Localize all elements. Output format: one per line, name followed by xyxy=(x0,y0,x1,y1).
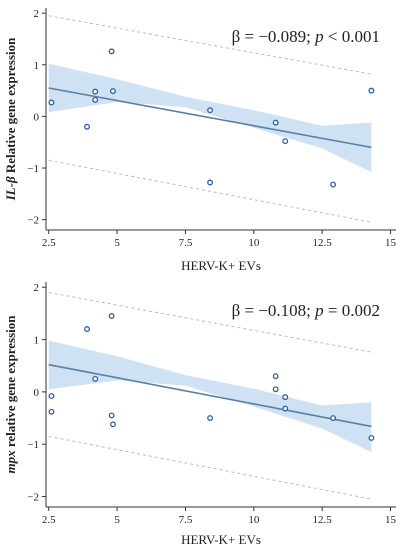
x-tick-label-3: 10 xyxy=(248,237,260,249)
data-point-0 xyxy=(48,99,55,106)
x-tick-label-1: 5 xyxy=(114,237,120,249)
y-axis-label-gene: IL-β xyxy=(3,176,18,201)
data-point-8 xyxy=(272,373,279,380)
data-point-5 xyxy=(108,412,115,419)
data-point-13 xyxy=(368,434,375,441)
data-point-2 xyxy=(92,88,99,95)
x-tick-label-1: 5 xyxy=(114,514,120,526)
y-axis-label-rest: relative gene expression xyxy=(3,315,18,451)
data-point-11 xyxy=(282,405,289,412)
stats-annotation-value: = 0.002 xyxy=(324,301,380,320)
panel-il-beta: 2.5 5 7.5 10 12.5 15 −2 −1 0 1 2 HERV-K+ EVs IL-β Re… xyxy=(3,8,397,273)
data-point-8 xyxy=(272,119,279,126)
data-point-4 xyxy=(108,48,115,55)
y-tick-label-1: −1 xyxy=(27,163,39,175)
y-tick-label-4: 2 xyxy=(34,8,40,20)
y-tick-label-0: −2 xyxy=(27,492,39,504)
y-axis-label: mpx relative gene expression xyxy=(3,315,18,474)
data-point-3 xyxy=(92,375,99,382)
y-tick-label-4: 2 xyxy=(34,282,40,294)
data-point-11 xyxy=(368,87,375,94)
y-tick-label-1: −1 xyxy=(27,439,39,451)
x-axis-label: HERV-K+ EVs xyxy=(181,258,261,273)
data-point-6 xyxy=(110,421,116,428)
regression-line xyxy=(48,363,372,428)
data-point-7 xyxy=(207,415,214,421)
x-tick-label-4: 12.5 xyxy=(313,237,333,249)
data-point-5 xyxy=(110,88,116,95)
stats-annotation-beta: β = −0.089; xyxy=(232,27,316,46)
y-axis-label-gene: mpx xyxy=(3,450,18,474)
y-tick-label-3: 1 xyxy=(34,60,40,72)
confidence-band xyxy=(48,340,372,453)
regression-line xyxy=(48,87,372,149)
y-tick-label-2: 0 xyxy=(34,111,40,123)
data-point-0 xyxy=(48,393,55,400)
data-point-12 xyxy=(330,415,337,421)
prediction-band-upper xyxy=(48,291,372,353)
x-tick-label-0: 2.5 xyxy=(42,237,56,249)
x-tick-label-2: 7.5 xyxy=(179,237,193,249)
stats-annotation-beta: β = −0.108; xyxy=(232,301,316,320)
data-point-9 xyxy=(272,386,279,393)
data-point-10 xyxy=(330,181,337,188)
y-axis-label: IL-β Relative gene expression xyxy=(3,37,18,202)
stats-annotation: β = −0.108; p = 0.002 xyxy=(232,301,380,320)
data-point-10 xyxy=(282,394,289,401)
stats-annotation: β = −0.089; p < 0.001 xyxy=(232,27,380,46)
prediction-band-lower xyxy=(48,435,372,500)
data-point-1 xyxy=(84,123,90,130)
data-point-2 xyxy=(84,326,90,333)
stats-annotation-p: p xyxy=(314,301,324,320)
stats-annotation-p: p xyxy=(314,27,324,46)
stats-annotation-value: < 0.001 xyxy=(324,27,380,46)
y-tick-label-3: 1 xyxy=(34,335,40,347)
x-tick-label-3: 10 xyxy=(248,514,260,526)
prediction-band-upper xyxy=(48,15,372,75)
data-point-6 xyxy=(207,107,214,114)
data-point-1 xyxy=(48,408,55,415)
x-tick-label-0: 2.5 xyxy=(42,514,56,526)
panel-mpx: 2.5 5 7.5 10 12.5 15 −2 −1 0 1 2 HERV-K+ EVs mpx rel… xyxy=(3,282,397,547)
y-axis-label-rest: Relative gene expression xyxy=(3,37,18,177)
confidence-band xyxy=(48,63,372,173)
y-tick-label-0: −2 xyxy=(27,215,39,227)
y-tick-label-2: 0 xyxy=(34,387,40,399)
x-tick-label-5: 15 xyxy=(385,237,397,249)
data-point-4 xyxy=(108,313,115,319)
x-tick-label-5: 15 xyxy=(385,514,397,526)
x-tick-label-4: 12.5 xyxy=(313,514,333,526)
data-point-9 xyxy=(282,138,289,145)
x-axis-label: HERV-K+ EVs xyxy=(181,532,261,547)
x-tick-label-2: 7.5 xyxy=(179,514,193,526)
data-point-7 xyxy=(207,179,214,186)
prediction-band-lower xyxy=(48,159,372,223)
data-point-3 xyxy=(92,96,99,103)
